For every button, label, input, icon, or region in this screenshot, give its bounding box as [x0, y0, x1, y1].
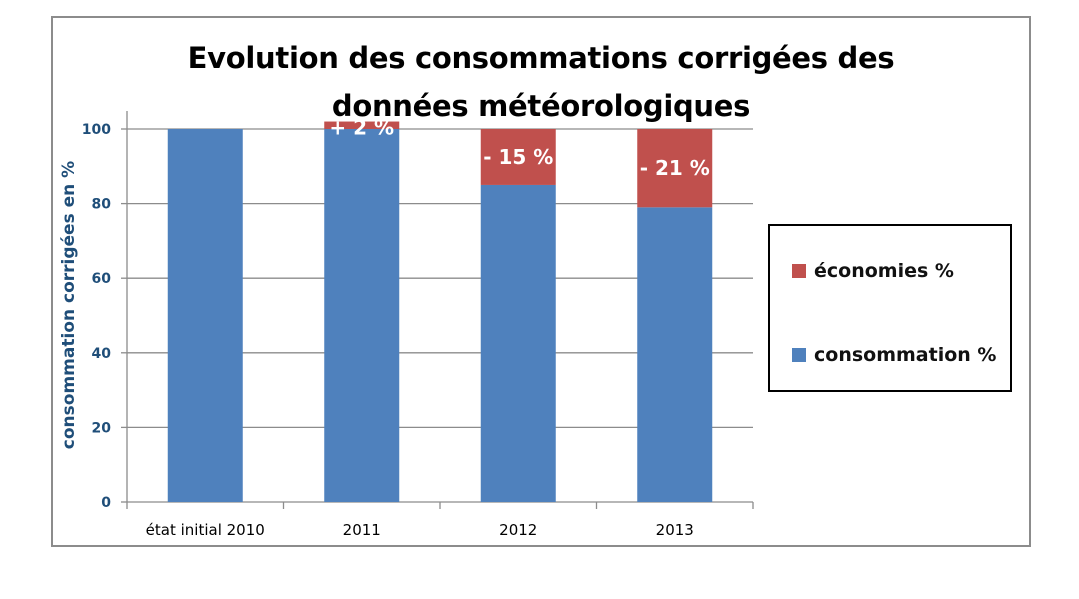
legend-swatch-economies — [792, 264, 806, 278]
data-label-1: + 2 % — [329, 116, 394, 140]
bar-consommation-2 — [480, 184, 556, 502]
legend: économies % consommation % — [768, 224, 1012, 392]
chart-title: Evolution des consommations corrigées de… — [187, 41, 895, 123]
bar-consommation-1 — [324, 129, 400, 502]
x-tick-label-2: 2012 — [499, 521, 537, 539]
y-tick-label-0: 0 — [101, 495, 111, 511]
bar-economies-1 — [324, 121, 400, 129]
y-tick-label-80: 80 — [92, 197, 112, 213]
bar-consommation-0 — [167, 129, 243, 502]
y-tick-label-20: 20 — [92, 420, 112, 436]
bar-economies-2 — [480, 129, 556, 185]
y-tick-label-40: 40 — [92, 346, 112, 362]
bar-consommation-3 — [637, 207, 713, 502]
legend-label-economies: économies % — [814, 260, 954, 282]
x-tick-label-1: 2011 — [343, 521, 381, 539]
y-tick-label-100: 100 — [82, 122, 111, 138]
data-label-3: - 21 % — [640, 156, 710, 180]
legend-item-consommation: consommation % — [792, 344, 996, 366]
legend-swatch-consommation — [792, 348, 806, 362]
y-tick-label-60: 60 — [92, 271, 112, 287]
x-tick-label-3: 2013 — [656, 521, 694, 539]
x-tick-label-0: état initial 2010 — [146, 521, 265, 539]
legend-item-economies: économies % — [792, 260, 954, 282]
data-label-2: - 15 % — [483, 145, 553, 169]
bar-economies-3 — [637, 129, 713, 208]
legend-label-consommation: consommation % — [814, 344, 997, 366]
